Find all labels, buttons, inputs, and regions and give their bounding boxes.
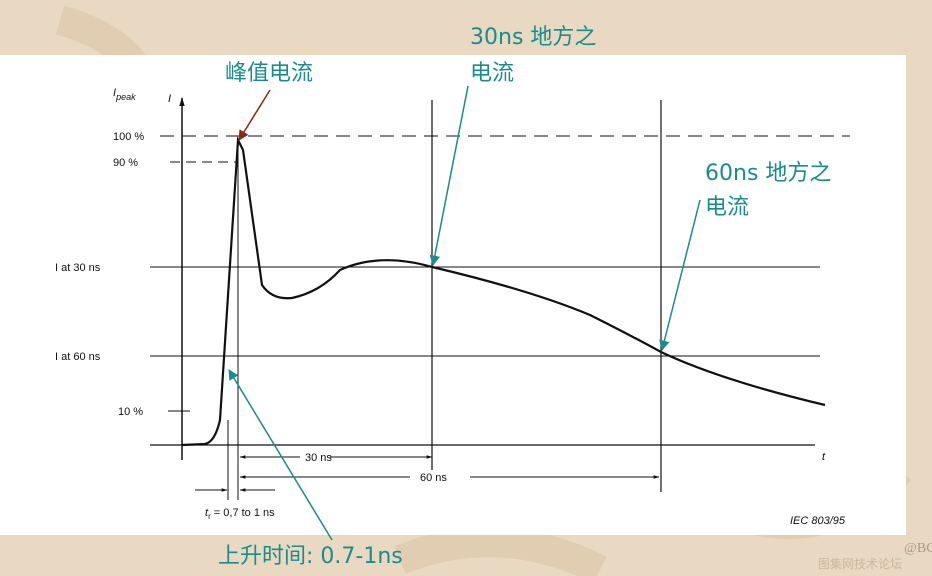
label: 100 %	[113, 131, 144, 143]
ipeak: Ipeak	[113, 87, 136, 102]
arrow	[429, 85, 469, 267]
label: peak	[115, 92, 136, 102]
label: t	[822, 451, 826, 463]
label: 60 ns	[420, 472, 447, 484]
arrow	[238, 89, 271, 141]
figure-panel	[0, 55, 906, 535]
label: 90 %	[113, 157, 138, 169]
waveform	[181, 135, 826, 447]
annotation: 峰值电流	[225, 61, 313, 86]
plot	[150, 97, 850, 500]
annotation: 30ns 地方之	[470, 25, 596, 50]
annotations: 峰值电流 30ns 地方之 电流 60ns 地方之 电流 上升时间: 0.7-1…	[218, 25, 932, 571]
annotation: 60ns 地方之	[705, 161, 831, 186]
watermark: 图集网技术论坛	[818, 556, 902, 571]
annotation: 上升时间: 0.7-1ns	[218, 544, 403, 569]
label: IEC 803/95	[790, 515, 846, 527]
label: I at 60 ns	[55, 351, 101, 363]
label: 10 %	[118, 406, 143, 418]
annotation: 电流	[705, 195, 749, 220]
arrow	[659, 199, 701, 352]
annotation: 电流	[470, 61, 514, 86]
label: I at 30 ns	[55, 262, 101, 274]
label: r	[208, 512, 211, 521]
tr: tr = 0,7 to 1 ns	[205, 507, 275, 521]
watermark: @BC	[904, 541, 932, 556]
label: t	[205, 507, 209, 519]
label: 30 ns	[305, 452, 332, 464]
labels: Ipeak I t 100 % 90 % I at 30 ns I at 60 …	[55, 87, 846, 527]
label: I	[113, 87, 116, 99]
label: = 0,7 to 1 ns	[211, 507, 275, 519]
arrow	[228, 369, 333, 541]
label: I	[168, 93, 171, 105]
